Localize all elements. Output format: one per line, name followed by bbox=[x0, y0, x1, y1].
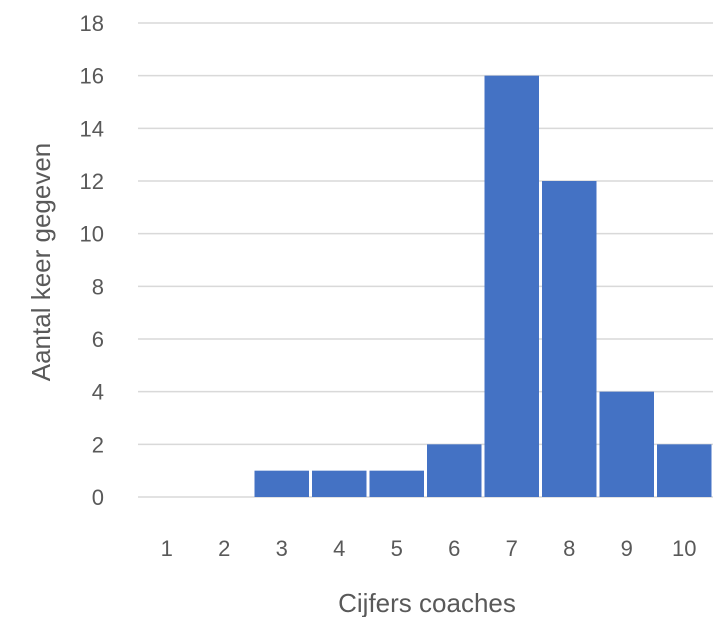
x-tick-label: 10 bbox=[672, 536, 696, 561]
bar-6 bbox=[427, 444, 482, 497]
bars bbox=[254, 75, 712, 498]
y-tick-label: 6 bbox=[92, 327, 104, 352]
y-tick-label: 16 bbox=[80, 64, 104, 89]
bar-9 bbox=[599, 391, 654, 497]
bar-5 bbox=[369, 470, 424, 497]
x-tick-label: 5 bbox=[391, 536, 403, 561]
y-tick-label: 10 bbox=[80, 222, 104, 247]
y-tick-label: 4 bbox=[92, 380, 104, 405]
gridlines bbox=[138, 22, 713, 498]
x-axis-ticks: 1 2 3 4 5 6 7 8 9 10 bbox=[161, 536, 697, 561]
y-tick-label: 2 bbox=[92, 432, 104, 457]
x-tick-label: 6 bbox=[448, 536, 460, 561]
y-axis-title: Aantal keer gegeven bbox=[26, 143, 56, 382]
bar-3 bbox=[254, 470, 309, 497]
bar-7 bbox=[484, 75, 539, 498]
y-tick-label: 12 bbox=[80, 169, 104, 194]
y-tick-label: 8 bbox=[92, 274, 104, 299]
x-tick-label: 8 bbox=[563, 536, 575, 561]
x-tick-label: 4 bbox=[333, 536, 345, 561]
x-tick-label: 7 bbox=[506, 536, 518, 561]
y-tick-label: 18 bbox=[80, 11, 104, 36]
y-axis-ticks: 0 2 4 6 8 10 12 14 16 18 bbox=[80, 11, 104, 510]
bar-8 bbox=[542, 181, 597, 497]
y-tick-label: 0 bbox=[92, 485, 104, 510]
x-tick-label: 1 bbox=[161, 536, 173, 561]
x-tick-label: 9 bbox=[621, 536, 633, 561]
bar-10 bbox=[657, 444, 712, 497]
x-axis-title: Cijfers coaches bbox=[338, 588, 516, 617]
bar-4 bbox=[312, 470, 367, 497]
y-tick-label: 14 bbox=[80, 116, 104, 141]
x-tick-label: 2 bbox=[218, 536, 230, 561]
x-tick-label: 3 bbox=[276, 536, 288, 561]
